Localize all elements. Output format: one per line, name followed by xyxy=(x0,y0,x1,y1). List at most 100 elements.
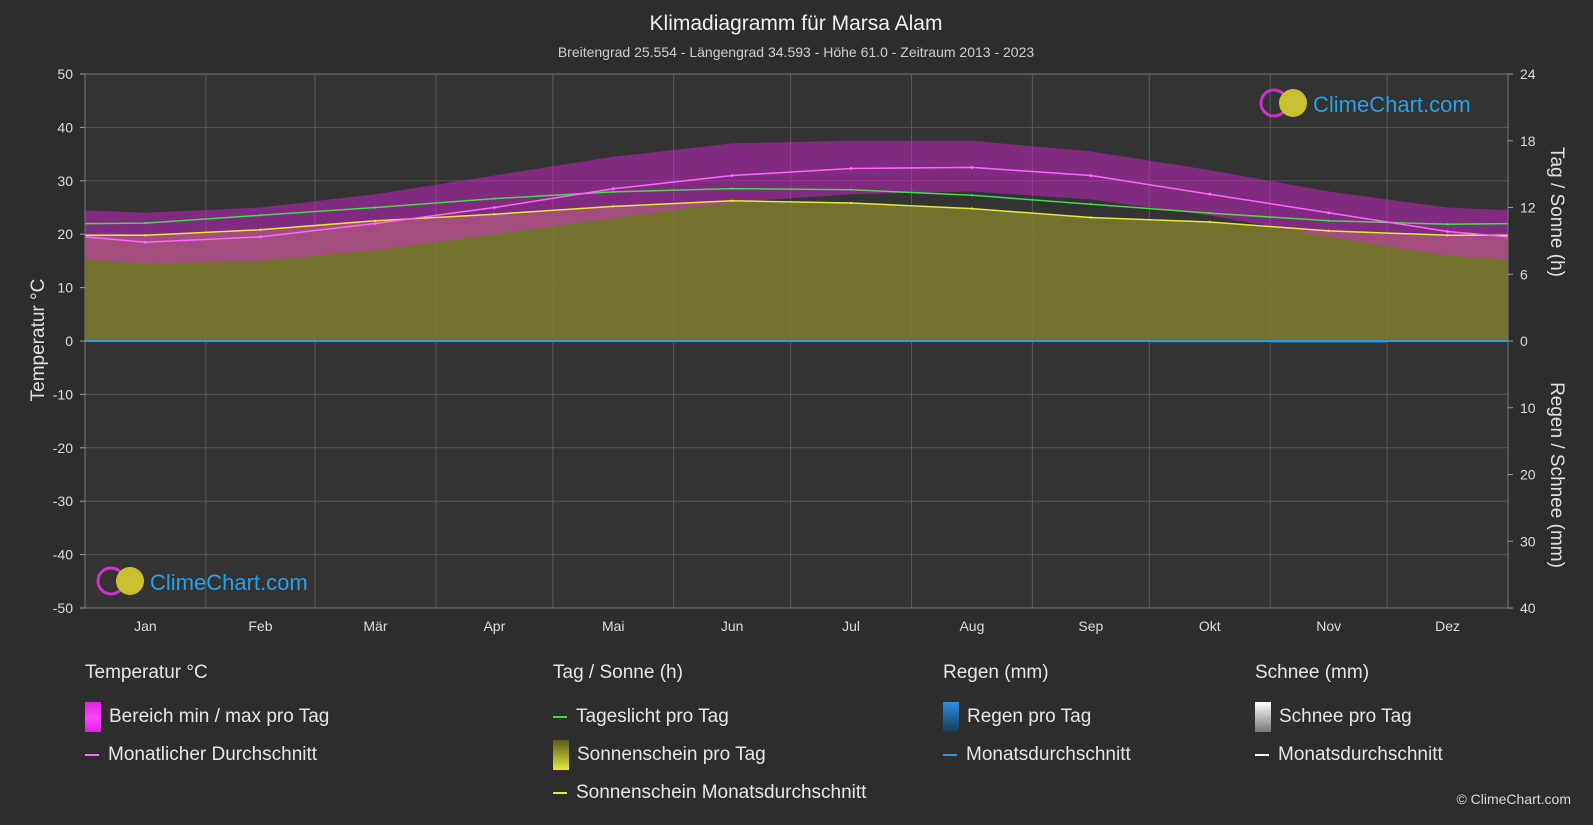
legend-sun: Tag / Sonne (h) Tageslicht pro Tag Sonne… xyxy=(553,662,866,812)
y-tick-label-left: -40 xyxy=(53,547,73,563)
daylight-point xyxy=(1446,222,1449,226)
sunshine-point xyxy=(259,228,262,231)
sunshine-point xyxy=(730,199,734,203)
y-tick-label-left: 30 xyxy=(57,173,73,189)
y-tick-label-left: 40 xyxy=(57,119,73,135)
legend-label: Schnee pro Tag xyxy=(1279,706,1412,727)
temperature-point xyxy=(730,173,734,177)
daylight-point xyxy=(970,194,974,197)
y-tick-label-left: 20 xyxy=(57,226,73,242)
temperature-point xyxy=(492,206,496,209)
y-tick-label-left: -20 xyxy=(53,440,73,456)
legend-item: Regen pro Tag xyxy=(943,698,1131,736)
y-axis-left-label: Temperatur °C xyxy=(28,279,49,402)
legend-item: Monatsdurchschnitt xyxy=(1255,736,1443,774)
legend-item: Monatlicher Durchschnitt xyxy=(85,736,329,774)
x-tick-label: Sep xyxy=(1078,618,1103,634)
line-swatch xyxy=(85,754,99,756)
legend-item: Sonnenschein Monatsdurchschnitt xyxy=(553,774,866,812)
chart-marks xyxy=(84,140,1509,344)
line-swatch xyxy=(1255,754,1269,756)
sunshine-point xyxy=(374,219,377,223)
watermark-bottom: ClimeChart.com xyxy=(96,566,308,596)
x-tick-label: Dez xyxy=(1435,618,1460,634)
y-tick-label-left: -50 xyxy=(53,600,73,616)
x-tick-label: Jun xyxy=(721,618,744,634)
legend-label: Regen pro Tag xyxy=(967,706,1092,727)
daylight-point xyxy=(612,190,615,194)
x-tick-label: Jan xyxy=(134,618,157,634)
legend-title: Temperatur °C xyxy=(85,662,208,683)
legend-title: Schnee (mm) xyxy=(1255,662,1370,683)
legend-item: Sonnenschein pro Tag xyxy=(553,736,866,774)
y-tick-label-left: 50 xyxy=(57,66,73,82)
legend-label: Monatlicher Durchschnitt xyxy=(108,744,318,765)
sunshine-point xyxy=(144,234,147,237)
temperature-point xyxy=(1327,211,1331,215)
legend-item: Monatsdurchschnitt xyxy=(943,736,1131,774)
legend-label: Monatsdurchschnitt xyxy=(1278,744,1443,765)
sunshine-swatch xyxy=(553,740,569,770)
legend-temperature: Temperatur °C Bereich min / max pro Tag … xyxy=(85,662,329,774)
chart-title: Klimadiagramm für Marsa Alam xyxy=(650,12,943,35)
x-tick-label: Nov xyxy=(1316,618,1341,634)
y-tick-label-right: 20 xyxy=(1520,467,1536,483)
sunshine-point xyxy=(1089,216,1093,219)
temperature-point xyxy=(1089,173,1093,177)
legend-label: Bereich min / max pro Tag xyxy=(109,706,330,727)
sunshine-point xyxy=(1208,220,1211,224)
temperature-point xyxy=(258,235,262,239)
x-tick-label: Jul xyxy=(842,618,860,634)
legend-label: Monatsdurchschnitt xyxy=(966,744,1131,765)
y-tick-label-right: 6 xyxy=(1520,266,1528,282)
daylight-point xyxy=(259,214,262,217)
legend-rain: Regen (mm) Regen pro Tag Monatsdurchschn… xyxy=(943,662,1131,774)
temperature-point xyxy=(970,165,974,169)
y-axis-right-bottom-label: Regen / Schnee (mm) xyxy=(1546,382,1567,568)
sunshine-point xyxy=(849,201,853,205)
temperature-point xyxy=(611,187,615,191)
x-tick-label: Mai xyxy=(602,618,625,634)
y-tick-label-right: 12 xyxy=(1520,200,1536,216)
legend-item: Bereich min / max pro Tag xyxy=(85,698,329,736)
legend-label: Sonnenschein pro Tag xyxy=(577,744,766,765)
snow-swatch xyxy=(1255,702,1271,732)
temperature-point xyxy=(1446,230,1450,234)
x-tick-label: Mär xyxy=(363,618,387,634)
legend-title: Tag / Sonne (h) xyxy=(553,662,683,683)
legend-title: Regen (mm) xyxy=(943,662,1049,683)
copyright: © ClimeChart.com xyxy=(1456,791,1571,807)
legend-snow: Schnee (mm) Schnee pro Tag Monatsdurchsc… xyxy=(1255,662,1443,774)
x-tick-label: Feb xyxy=(248,618,272,634)
x-tick-label: Apr xyxy=(483,618,505,634)
daylight-point xyxy=(1327,219,1330,223)
temperature-range-band xyxy=(85,140,1508,264)
daylight-point xyxy=(374,206,377,209)
x-tick-label: Okt xyxy=(1199,618,1221,634)
legend-item: Schnee pro Tag xyxy=(1255,698,1443,736)
chart-subtitle: Breitengrad 25.554 - Längengrad 34.593 -… xyxy=(558,44,1035,60)
y-tick-label-left: -30 xyxy=(53,493,73,509)
temperature-mean-line xyxy=(84,166,1509,243)
daylight-point xyxy=(849,188,853,191)
line-swatch xyxy=(553,792,567,794)
sunshine-point xyxy=(1327,229,1330,233)
logo-sun-icon xyxy=(1279,89,1307,117)
range-swatch xyxy=(85,702,101,732)
temperature-point xyxy=(1208,192,1212,196)
x-tick-label: Aug xyxy=(959,618,984,634)
temperature-point xyxy=(849,167,853,171)
watermark-top: ClimeChart.com xyxy=(1259,88,1471,118)
temperature-point xyxy=(143,240,147,244)
y-axis-right-top-label: Tag / Sonne (h) xyxy=(1546,147,1567,277)
temperature-point xyxy=(373,222,377,226)
daylight-point xyxy=(144,221,147,225)
watermark-text: ClimeChart.com xyxy=(150,570,308,595)
y-tick-label-left: -10 xyxy=(53,386,73,402)
legend-label: Sonnenschein Monatsdurchschnitt xyxy=(576,782,867,803)
daylight-point xyxy=(493,197,496,200)
legend-label: Tageslicht pro Tag xyxy=(576,706,729,727)
line-swatch xyxy=(553,716,567,718)
daylight-point xyxy=(1089,202,1093,206)
logo-sun-icon xyxy=(116,567,144,595)
